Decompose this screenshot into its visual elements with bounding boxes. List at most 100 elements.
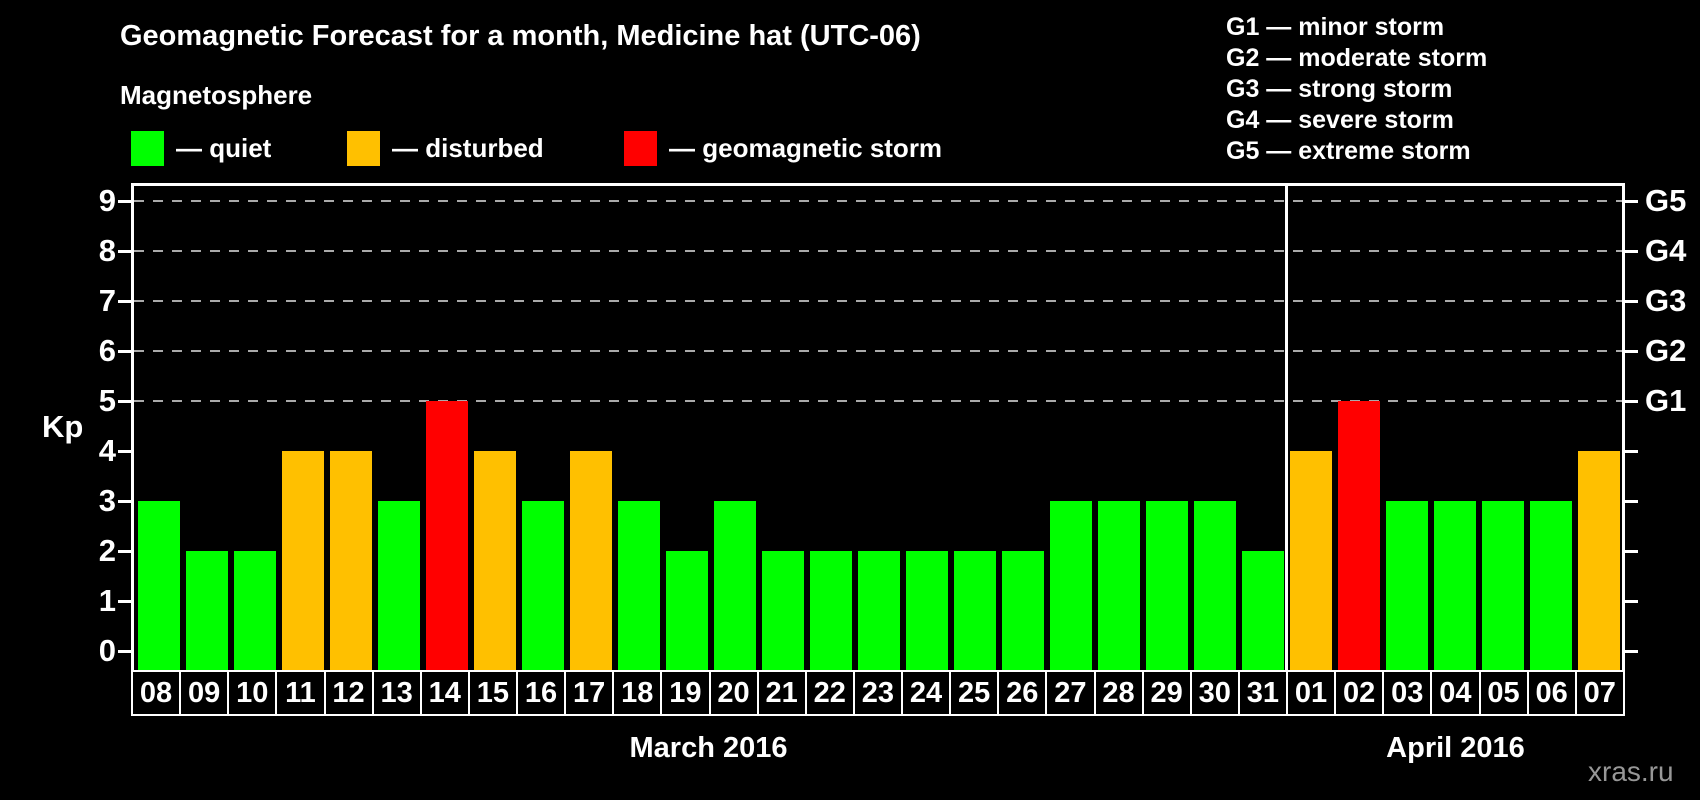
plot-inner (134, 186, 1622, 670)
storm-scale-legend: G1 — minor storm G2 — moderate storm G3 — … (1226, 12, 1487, 167)
date-cell-16: 16 (516, 670, 567, 716)
kp-bar-day-10 (234, 551, 276, 670)
y-tick-left-8 (118, 250, 131, 253)
kp-bar-day-23 (858, 551, 900, 670)
date-cell-23: 23 (852, 670, 903, 716)
y-tick-left-2 (118, 550, 131, 553)
date-cell-12: 12 (323, 670, 374, 716)
date-cell-29: 29 (1141, 670, 1192, 716)
kp-bar-day-05 (1482, 501, 1524, 670)
date-cell-30: 30 (1189, 670, 1240, 716)
date-cell-03: 03 (1382, 670, 1433, 716)
date-cell-18: 18 (612, 670, 663, 716)
y-tick-right-9 (1625, 200, 1638, 203)
y-tick-label-9: 9 (98, 183, 116, 218)
gridline-kp-7 (134, 300, 1622, 302)
date-cell-26: 26 (997, 670, 1048, 716)
y-tick-label-7: 7 (98, 283, 116, 318)
y-tick-left-7 (118, 300, 131, 303)
y-tick-label-2: 2 (98, 533, 116, 568)
kp-bar-day-12 (330, 451, 372, 670)
y-tick-label-4: 4 (98, 433, 116, 468)
g-label-G4: G4 (1645, 233, 1687, 268)
month-separator (1285, 186, 1288, 670)
g-label-G2: G2 (1645, 333, 1687, 368)
date-cell-20: 20 (708, 670, 759, 716)
date-cell-27: 27 (1045, 670, 1096, 716)
legend-label-quiet: — quiet (176, 132, 272, 163)
chart-title: Geomagnetic Forecast for a month, Medici… (120, 20, 921, 52)
date-cell-28: 28 (1093, 670, 1144, 716)
kp-bar-day-15 (474, 451, 516, 670)
date-cell-15: 15 (467, 670, 518, 716)
gridline-kp-9 (134, 200, 1622, 202)
y-tick-right-5 (1625, 400, 1638, 403)
date-cell-21: 21 (756, 670, 807, 716)
kp-bar-day-25 (954, 551, 996, 670)
gridline-kp-5 (134, 400, 1622, 402)
y-tick-left-0 (118, 650, 131, 653)
storm-scale-line-5: G5 — extreme storm (1226, 137, 1471, 165)
date-cell-22: 22 (804, 670, 855, 716)
kp-bar-day-26 (1002, 551, 1044, 670)
y-tick-left-1 (118, 600, 131, 603)
date-cell-06: 06 (1526, 670, 1577, 716)
date-cell-10: 10 (227, 670, 278, 716)
gridline-kp-8 (134, 250, 1622, 252)
date-cell-17: 17 (564, 670, 615, 716)
kp-bar-day-14 (426, 401, 468, 670)
magnetosphere-label: Magnetosphere (120, 80, 313, 110)
month-label-march: March 2016 (629, 732, 788, 764)
kp-bar-day-03 (1386, 501, 1428, 670)
y-tick-label-1: 1 (98, 583, 116, 618)
date-cell-04: 04 (1430, 670, 1481, 716)
y-axis-title: Kp (42, 409, 84, 444)
legend-item-quiet: — quiet (131, 128, 271, 168)
y-tick-left-9 (118, 200, 131, 203)
kp-bar-day-08 (138, 501, 180, 670)
kp-bar-day-19 (666, 551, 708, 670)
date-cell-02: 02 (1334, 670, 1385, 716)
kp-bar-day-04 (1434, 501, 1476, 670)
date-cell-19: 19 (660, 670, 711, 716)
date-cell-08: 08 (131, 670, 182, 716)
kp-bar-day-02 (1338, 401, 1380, 670)
date-cell-01: 01 (1286, 670, 1337, 716)
disturbed-color-swatch (347, 130, 380, 166)
kp-bar-day-24 (906, 551, 948, 670)
g-label-G3: G3 (1645, 283, 1687, 318)
y-tick-left-6 (118, 350, 131, 353)
y-tick-right-4 (1625, 450, 1638, 453)
y-tick-right-0 (1625, 650, 1638, 653)
date-cell-14: 14 (419, 670, 470, 716)
date-axis-row: 08 09 10 11 12 13 14 15 16 17 18 19 20 21 22 23 24 25 26 27… (131, 670, 1625, 716)
date-cell-13: 13 (371, 670, 422, 716)
kp-bar-day-20 (714, 501, 756, 670)
kp-bar-day-17 (570, 451, 612, 670)
kp-bar-day-27 (1050, 501, 1092, 670)
y-tick-left-5 (118, 400, 131, 403)
quiet-color-swatch (131, 130, 164, 166)
date-cell-11: 11 (275, 670, 326, 716)
y-tick-label-0: 0 (98, 633, 116, 668)
kp-bar-day-13 (378, 501, 420, 670)
date-cell-05: 05 (1478, 670, 1529, 716)
date-cell-09: 09 (179, 670, 230, 716)
gridline-kp-6 (134, 350, 1622, 352)
kp-bar-day-09 (186, 551, 228, 670)
kp-bar-day-21 (762, 551, 804, 670)
y-tick-right-2 (1625, 550, 1638, 553)
y-tick-right-3 (1625, 500, 1638, 503)
y-tick-label-8: 8 (98, 233, 116, 268)
storm-scale-line-1: G1 — minor storm (1226, 13, 1445, 41)
date-cell-07: 07 (1574, 670, 1625, 716)
kp-bar-day-31 (1242, 551, 1284, 670)
storm-color-swatch (624, 130, 657, 166)
legend-item-disturbed: — disturbed (347, 128, 544, 168)
kp-bar-day-06 (1530, 501, 1572, 670)
y-tick-right-6 (1625, 350, 1638, 353)
legend-label-storm: — geomagnetic storm (669, 132, 943, 163)
storm-scale-line-2: G2 — moderate storm (1226, 44, 1488, 72)
legend-item-storm: — geomagnetic storm (624, 128, 942, 168)
